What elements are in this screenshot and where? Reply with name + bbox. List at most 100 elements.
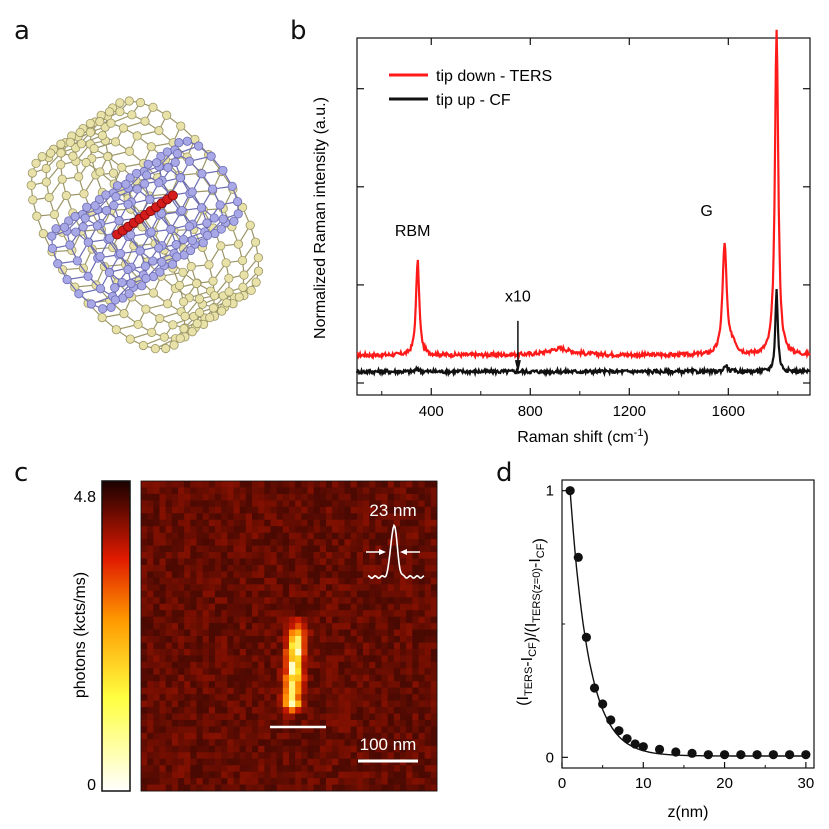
- heatmap-pixel: [147, 719, 154, 727]
- heatmap-pixel: [153, 778, 160, 785]
- heatmap-pixel: [153, 681, 160, 689]
- heatmap-pixel: [147, 564, 154, 572]
- heatmap-pixel: [418, 577, 426, 585]
- inner-tube-atom: [124, 288, 134, 299]
- heatmap-pixel: [196, 487, 204, 495]
- heatmap-pixel: [356, 577, 364, 585]
- heatmap-pixel: [400, 519, 407, 527]
- outer-tube-atom: [133, 319, 143, 330]
- heatmap-pixel: [215, 500, 222, 508]
- heatmap-pixel: [153, 745, 160, 753]
- heatmap-pixel: [307, 765, 315, 773]
- heatmap-pixel: [147, 500, 154, 508]
- heatmap-pixel: [381, 765, 389, 773]
- heatmap-pixel: [400, 481, 407, 488]
- heatmap-pixel: [202, 519, 210, 527]
- heatmap-pixel: [141, 739, 148, 747]
- heatmap-pixel: [295, 487, 302, 495]
- heatmap-pixel: [258, 564, 265, 572]
- heatmap-pixel: [369, 539, 376, 546]
- outer-tube-atom: [175, 333, 185, 343]
- heatmap-pixel: [282, 597, 290, 605]
- heatmap-pixel: [319, 765, 327, 773]
- heatmap-pixel: [141, 532, 148, 540]
- heatmap-pixel: [393, 610, 401, 618]
- heatmap-pixel: [221, 590, 228, 598]
- heatmap-pixel: [227, 784, 234, 792]
- heatmap-pixel: [258, 668, 265, 676]
- heatmap-pixel: [147, 707, 154, 714]
- heatmap-pixel: [363, 655, 370, 663]
- heatmap-pixel: [344, 526, 352, 534]
- inner-tube-atom: [137, 281, 147, 291]
- heatmap-pixel: [301, 765, 308, 773]
- heatmap-pixel: [338, 687, 345, 695]
- heatmap-pixel: [301, 745, 308, 753]
- heatmap-pixel: [276, 707, 284, 714]
- heatmap-pixel: [338, 539, 345, 546]
- heatmap-pixel: [406, 681, 413, 689]
- heatmap-pixel: [196, 519, 204, 527]
- heatmap-pixel: [184, 674, 191, 682]
- inner-tube-atom: [95, 251, 105, 262]
- heatmap-pixel: [313, 500, 321, 508]
- heatmap-pixel: [430, 603, 438, 611]
- outer-tube-atom: [204, 260, 214, 270]
- heatmap-pixel: [418, 487, 426, 495]
- heatmap-pixel: [344, 771, 352, 779]
- heatmap-pixel: [227, 700, 234, 708]
- inner-tube-atom: [109, 200, 119, 210]
- outer-tube-atom: [115, 107, 125, 117]
- heatmap-pixel: [282, 558, 290, 566]
- heatmap-pixel: [264, 552, 271, 559]
- heatmap-pixel: [276, 713, 284, 721]
- heatmap-pixel: [258, 661, 265, 669]
- heatmap-pixel: [276, 481, 284, 488]
- heatmap-pixel: [227, 758, 234, 766]
- inner-tube-atom: [139, 179, 150, 189]
- heatmap-pixel: [412, 506, 419, 514]
- heatmap-pixel: [313, 616, 321, 624]
- inner-tube-atom: [47, 231, 57, 241]
- heatmap-pixel: [418, 610, 426, 618]
- heatmap-pixel: [295, 603, 302, 611]
- heatmap-pixel: [332, 539, 339, 546]
- heatmap-pixel: [276, 597, 284, 605]
- inner-tube-atom: [154, 243, 164, 253]
- heatmap-pixel: [295, 636, 302, 643]
- inner-tube-atom: [163, 162, 173, 173]
- inner-tube-atom: [172, 149, 182, 159]
- heatmap-pixel: [258, 577, 265, 585]
- heatmap-pixel: [282, 526, 290, 534]
- heatmap-pixel: [196, 713, 204, 721]
- heatmap-pixel: [418, 629, 426, 637]
- heatmap-pixel: [215, 519, 222, 527]
- heatmap-pixel: [270, 564, 278, 572]
- heatmap-pixel: [387, 655, 395, 663]
- heatmap-pixel: [375, 700, 382, 708]
- inner-tube-atom: [156, 151, 166, 162]
- heatmap-pixel: [165, 752, 173, 760]
- heatmap-pixel: [147, 616, 154, 624]
- heatmap-pixel: [319, 636, 327, 643]
- heatmap-pixel: [369, 610, 376, 618]
- panel-letter-a: a: [14, 16, 30, 46]
- heatmap-pixel: [159, 642, 167, 650]
- heatmap-pixel: [424, 564, 432, 572]
- heatmap-pixel: [400, 745, 407, 753]
- heatmap-pixel: [264, 532, 271, 540]
- heatmap-pixel: [227, 532, 234, 540]
- inner-tube-atom: [82, 202, 92, 212]
- heatmap-pixel: [196, 539, 204, 546]
- inner-tube-atom: [123, 199, 133, 209]
- heatmap-pixel: [387, 526, 395, 534]
- heatmap-pixel: [147, 552, 154, 559]
- heatmap-pixel: [424, 694, 432, 701]
- heatmap-pixel: [332, 784, 339, 792]
- heatmap-pixel: [252, 571, 259, 579]
- heatmap-pixel: [233, 481, 241, 488]
- heatmap-pixel: [393, 577, 401, 585]
- heatmap-pixel: [424, 739, 432, 747]
- outer-tube-atom: [208, 276, 218, 286]
- heatmap-pixel: [301, 661, 308, 669]
